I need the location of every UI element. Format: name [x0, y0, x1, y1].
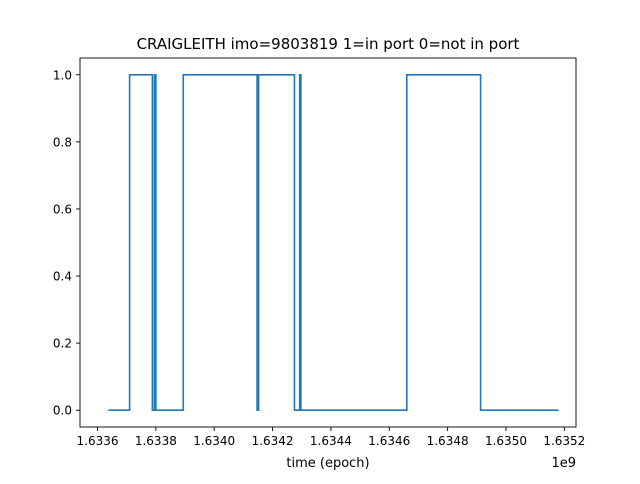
y-tick-label: 0.2 [53, 337, 72, 351]
y-tick-label: 0.8 [53, 135, 72, 149]
x-tick-label: 1.6340 [193, 434, 235, 448]
x-tick-label: 1.6352 [543, 434, 585, 448]
y-axis: 0.0 0.2 0.4 0.6 0.8 1.0 [53, 68, 80, 418]
y-tick-label: 0.6 [53, 202, 72, 216]
x-axis-offset-label: 1e9 [551, 456, 576, 471]
chart-title: CRAIGLEITH imo=9803819 1=in port 0=not i… [137, 35, 520, 53]
x-axis-label: time (epoch) [286, 456, 369, 471]
x-tick-label: 1.6336 [77, 434, 119, 448]
x-axis: 1.6336 1.6338 1.6340 1.6342 1.6344 1.6346 1.63… [77, 427, 585, 448]
y-tick-label: 0.4 [53, 270, 72, 284]
plot-area [79, 57, 577, 428]
x-tick-label: 1.6342 [252, 434, 294, 448]
x-tick-label: 1.6346 [368, 434, 410, 448]
y-tick-label: 0.0 [53, 404, 72, 418]
y-tick-label: 1.0 [53, 68, 72, 82]
x-tick-label: 1.6350 [485, 434, 527, 448]
x-tick-label: 1.6338 [135, 434, 177, 448]
x-tick-label: 1.6344 [310, 434, 352, 448]
axes-frame [79, 57, 577, 428]
x-tick-label: 1.6348 [427, 434, 469, 448]
series-line-0 [108, 73, 559, 412]
